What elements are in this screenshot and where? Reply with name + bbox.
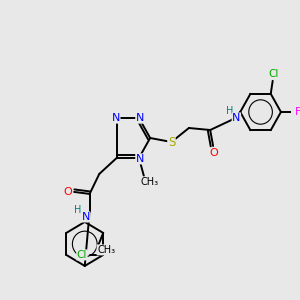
Text: H: H xyxy=(226,106,233,116)
Text: Cl: Cl xyxy=(77,250,87,260)
Text: Cl: Cl xyxy=(268,69,279,79)
Text: N: N xyxy=(112,113,120,123)
Text: O: O xyxy=(210,148,218,158)
Text: O: O xyxy=(63,187,72,197)
Text: S: S xyxy=(168,136,175,148)
Text: F: F xyxy=(295,107,300,117)
Text: CH₃: CH₃ xyxy=(97,245,115,255)
Text: CH₃: CH₃ xyxy=(141,177,159,187)
Text: N: N xyxy=(82,212,90,222)
Text: N: N xyxy=(136,113,144,123)
Text: H: H xyxy=(74,205,82,215)
Text: N: N xyxy=(136,154,144,164)
Text: N: N xyxy=(232,113,241,123)
